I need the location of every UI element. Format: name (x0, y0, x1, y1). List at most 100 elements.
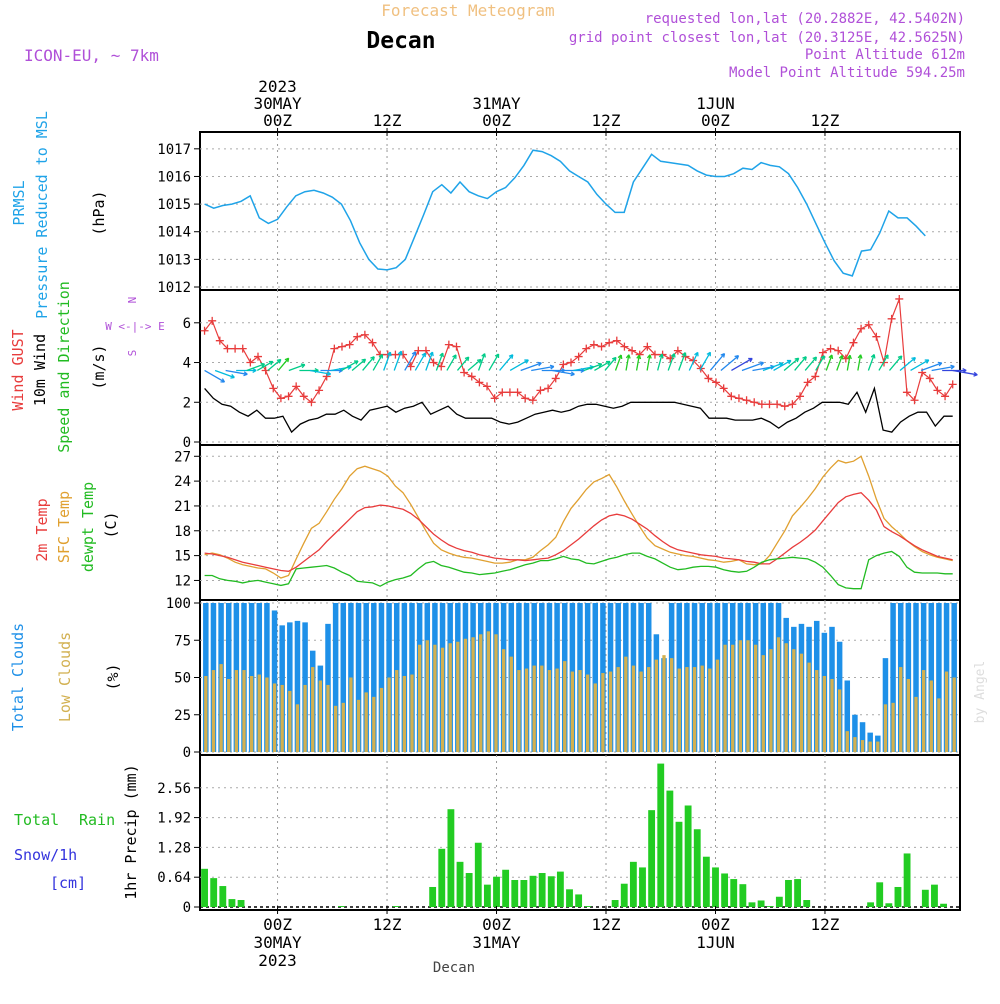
y-tick-label: 1017 (157, 142, 191, 158)
low-clouds-bar (249, 676, 254, 752)
rain-bar (511, 879, 519, 907)
y-tick-label: 15 (174, 549, 191, 565)
rain-bar (556, 871, 564, 907)
low-clouds-bar (440, 647, 445, 752)
watermark: by Angel (973, 661, 988, 724)
total-clouds-bar (905, 603, 912, 752)
wind-direction-arrow (383, 351, 391, 371)
y-tick-label: 4 (183, 356, 191, 372)
low-clouds-bar (563, 661, 567, 752)
pressure-unit: (hPa) (90, 190, 108, 235)
wind-arrow-head (911, 356, 916, 362)
low-clouds-bar (944, 671, 949, 752)
wind-direction-arrow (477, 353, 486, 371)
low-clouds-bar (929, 680, 933, 752)
wind-arrow-head (847, 354, 852, 360)
low-clouds-bar (303, 684, 307, 752)
x-tick-label-top: 12Z (811, 111, 840, 130)
rain-bar (940, 903, 947, 907)
wind-arrow-head (537, 361, 542, 367)
rain-bar (876, 882, 884, 907)
low-clouds-bar (815, 670, 819, 752)
wind-direction-arrow (225, 369, 248, 375)
wind-arrow-head (937, 361, 943, 367)
wind-arrow-head (734, 355, 740, 360)
rain-bar (465, 873, 473, 907)
low-clouds-bar (219, 664, 223, 752)
rain-bar (894, 886, 902, 907)
wind-direction-arrow (762, 362, 783, 372)
low-clouds-bar (921, 670, 926, 752)
low-clouds-bar (738, 640, 743, 752)
wind-gust-point (360, 330, 369, 339)
wind-direction-arrow (899, 357, 916, 371)
wind-gust-point (299, 392, 308, 401)
wind-direction-arrow (836, 355, 843, 371)
low-clouds-bar (318, 680, 323, 752)
requested-coords: requested lon,lat (20.2882E, 42.5402N) (645, 11, 965, 27)
low-clouds-bar (899, 667, 903, 752)
low-clouds-bar (876, 741, 880, 752)
rain-bar (575, 894, 583, 907)
low-clouds-bar (593, 683, 597, 752)
wind-gust-point (276, 394, 285, 403)
wind-arrow-head (481, 353, 486, 358)
total-clouds-bar (936, 603, 942, 752)
wind-direction-arrow (783, 357, 800, 371)
wind-gust-point (467, 372, 476, 381)
low-clouds-bar (685, 667, 689, 752)
wind-gust-point (773, 400, 782, 409)
x-tick-label-bottom: 00Z (263, 915, 292, 934)
x-tick-label-bottom: 12Z (373, 915, 402, 934)
wind-arrow-head (230, 374, 235, 379)
x-tick-label-bottom: 31MAY (472, 933, 521, 952)
wind-gust-point (582, 344, 591, 353)
wind-gust-point (315, 386, 324, 395)
low-clouds-bar (708, 668, 712, 752)
low-clouds-bar (761, 655, 765, 752)
wind-gust-point (284, 392, 293, 401)
wind-direction-arrow (393, 350, 402, 371)
wind-direction-arrow (657, 353, 663, 371)
wind-arrow-head (617, 354, 623, 360)
wind-direction-arrow (214, 369, 235, 379)
low-clouds-bar (883, 704, 888, 752)
wind-gust-point (444, 340, 453, 349)
wind-speed-label: 10m Wind (31, 334, 49, 406)
low-clouds-bar (425, 640, 429, 752)
y-tick-label: 2 (183, 395, 191, 411)
wind-arrow-head (625, 354, 631, 359)
low-clouds-bar (845, 731, 849, 752)
wind-arrow-head (606, 360, 611, 366)
rain-bar (438, 848, 446, 907)
wind-direction-arrow (794, 356, 807, 371)
y-tick-label: 12 (174, 573, 191, 589)
low-clouds-bar (242, 670, 246, 752)
total-clouds-bar (271, 610, 278, 752)
low-clouds-bar (769, 649, 773, 752)
wind-arrow-head (386, 351, 392, 357)
x-tick-label-bottom: 1JUN (696, 933, 735, 952)
rain-bar (903, 853, 911, 907)
wind-arrow-head (452, 354, 457, 359)
wind-gust-point (650, 350, 659, 359)
wind-gust-point (330, 344, 339, 353)
wind-gust-point (902, 388, 911, 397)
rain-bar (447, 809, 455, 907)
wind-gust-point (589, 340, 598, 349)
low-clouds-bar (746, 640, 750, 752)
wind-arrow-head (284, 357, 290, 363)
x-tick-label-top: 00Z (263, 111, 292, 130)
total-clouds-bar (294, 620, 301, 752)
t2m-line (204, 491, 953, 572)
y-tick-label: 0 (183, 900, 191, 916)
y-tick-label: 1014 (157, 225, 191, 241)
x-tick-label-top: 12Z (373, 111, 402, 130)
wind-direction-arrow (288, 364, 306, 372)
wind-gust-point (566, 358, 575, 367)
wind-gust-label: Wind GUST (9, 329, 27, 410)
rain-bar (629, 861, 637, 907)
x-tick-label-top: 00Z (701, 111, 730, 130)
total-clouds-bar (363, 603, 369, 752)
low-clouds-bar (379, 687, 384, 752)
